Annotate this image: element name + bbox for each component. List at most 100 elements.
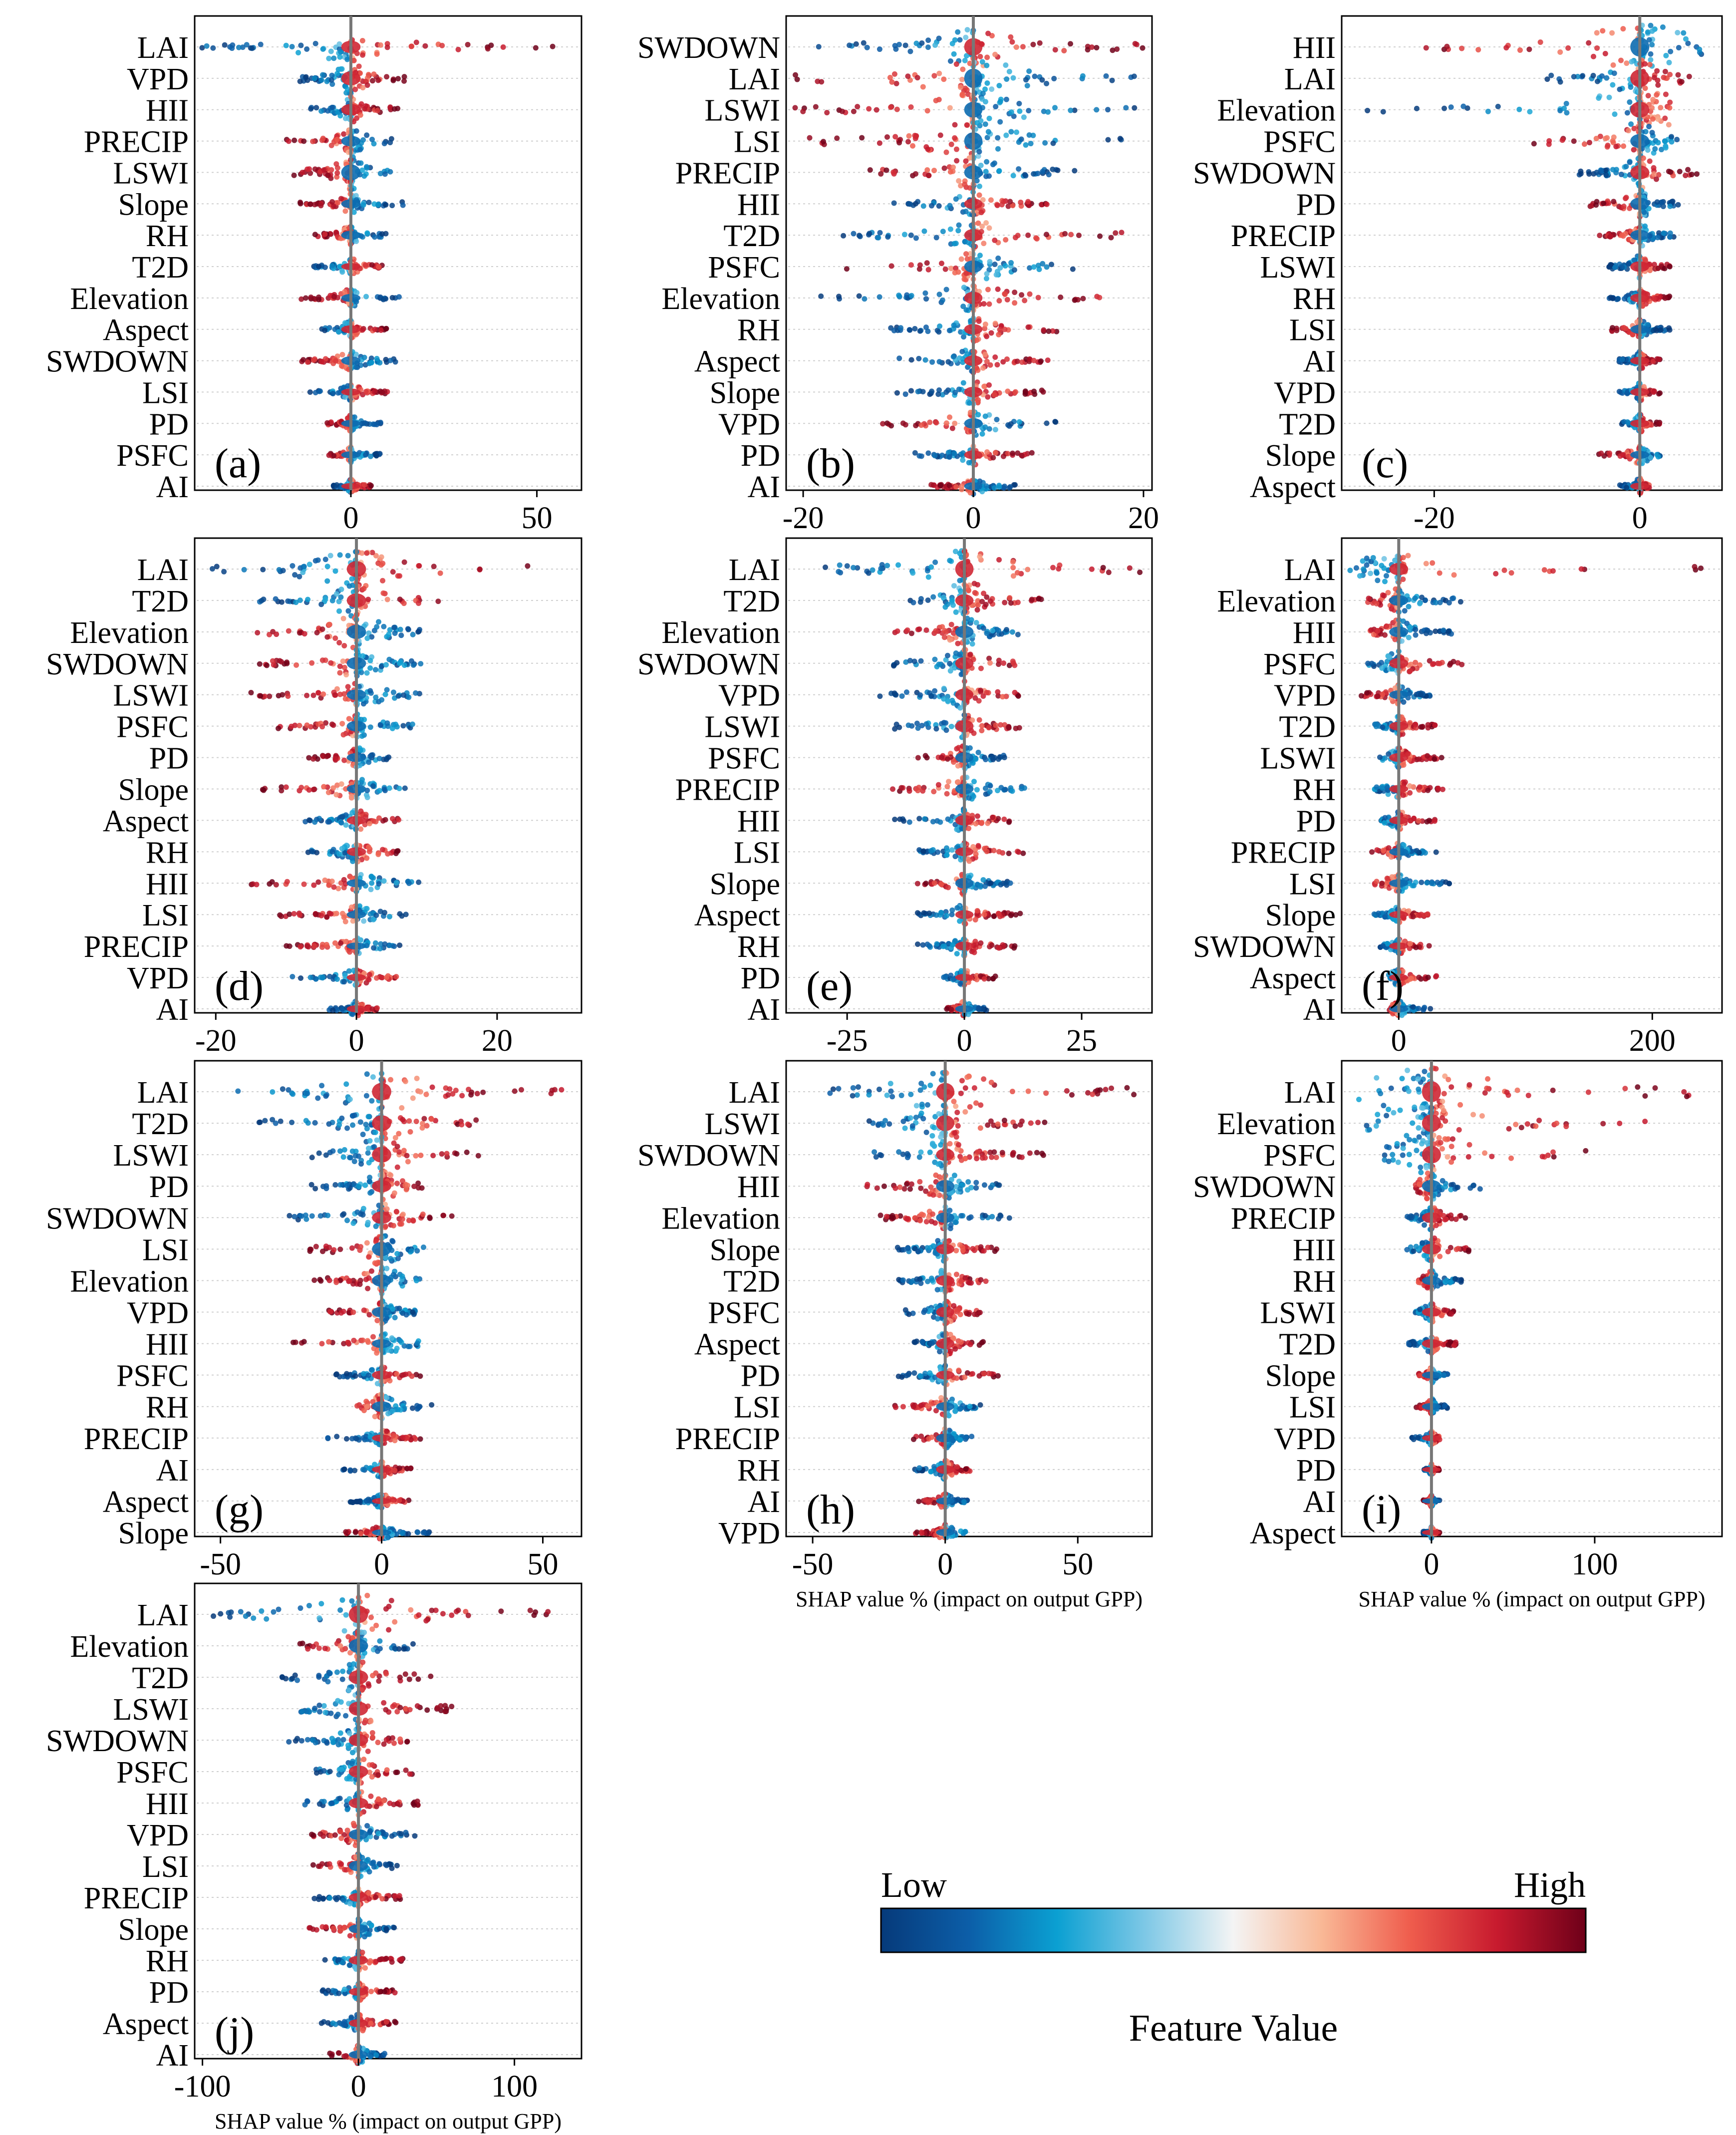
shap-point — [923, 296, 929, 302]
shap-point — [315, 879, 321, 885]
shap-point — [331, 203, 337, 209]
shap-point — [982, 351, 988, 357]
shap-point — [938, 261, 944, 267]
feature-swarm — [915, 743, 1007, 772]
shap-point — [1654, 199, 1660, 205]
shap-point — [357, 147, 363, 153]
shap-point — [1642, 61, 1648, 67]
shap-point — [866, 570, 871, 576]
shap-point — [1561, 105, 1567, 111]
shap-point — [254, 882, 260, 888]
shap-point — [380, 578, 386, 584]
shap-point — [477, 566, 483, 572]
shap-point — [896, 293, 902, 299]
shap-point — [1527, 109, 1533, 115]
x-tick-label: 0 — [349, 1024, 364, 1058]
shap-point — [980, 625, 986, 631]
shap-point — [942, 604, 948, 610]
shap-point — [325, 790, 331, 796]
feature-label: T2D — [1279, 407, 1336, 441]
shap-point — [947, 414, 953, 420]
feature-label: SWDOWN — [637, 31, 780, 65]
shap-point — [342, 115, 348, 121]
shap-point — [1628, 84, 1634, 90]
shap-point — [384, 720, 390, 726]
shap-point — [333, 358, 339, 364]
shap-point — [884, 563, 890, 569]
shap-point — [1600, 28, 1606, 34]
shap-point — [299, 169, 305, 175]
shap-point — [876, 140, 882, 146]
shap-point — [956, 386, 962, 392]
shap-point — [270, 658, 276, 664]
shap-point — [951, 450, 957, 456]
shap-point — [916, 355, 922, 361]
shap-point — [1667, 264, 1673, 270]
shap-point — [1662, 115, 1668, 121]
shap-point — [1668, 48, 1674, 54]
shap-point — [309, 849, 315, 855]
shap-point — [394, 724, 400, 730]
shap-point — [359, 167, 365, 173]
shap-point — [320, 135, 326, 141]
shap-point — [953, 146, 959, 152]
shap-point — [332, 692, 338, 698]
shap-point — [1495, 103, 1501, 109]
shap-point — [1015, 600, 1021, 606]
shap-point — [937, 323, 943, 329]
feature-label: AI — [156, 993, 189, 1027]
shap-point — [393, 973, 399, 979]
shap-point — [912, 171, 918, 177]
shap-point — [324, 420, 330, 426]
shap-point — [982, 99, 988, 105]
shap-point — [387, 169, 393, 175]
shap-point — [1038, 358, 1044, 364]
shap-point — [920, 389, 926, 395]
shap-point — [280, 568, 286, 574]
shap-point — [924, 167, 930, 173]
shap-point — [374, 975, 380, 981]
shap-point — [1666, 122, 1672, 128]
shap-point — [337, 691, 343, 697]
shap-point — [908, 262, 914, 268]
shap-point — [944, 756, 950, 762]
shap-point — [923, 627, 929, 633]
shap-point — [386, 942, 392, 948]
shap-point — [892, 134, 898, 140]
shap-point — [933, 628, 939, 634]
shap-point — [1016, 166, 1022, 172]
shap-point — [925, 597, 931, 603]
shap-point — [375, 852, 381, 858]
shap-point — [1003, 132, 1009, 138]
shap-point — [1080, 296, 1086, 302]
shap-point — [947, 169, 953, 175]
shap-point — [932, 42, 938, 48]
shap-point — [1020, 44, 1026, 50]
shap-point — [1006, 68, 1012, 74]
shap-point — [1000, 453, 1006, 459]
shap-point — [364, 794, 370, 800]
x-tick-label: 20 — [1128, 501, 1159, 535]
shap-point — [372, 667, 378, 673]
shap-point — [1008, 109, 1014, 115]
shap-point — [296, 574, 302, 580]
shap-point — [966, 460, 972, 466]
shap-point — [376, 815, 382, 821]
shap-point — [985, 129, 991, 135]
feature-label: LSI — [734, 125, 780, 159]
shap-point — [974, 120, 980, 126]
shap-point — [1010, 173, 1016, 179]
feature-label: T2D — [723, 219, 780, 253]
feature-label: T2D — [723, 585, 780, 618]
shap-point — [878, 566, 884, 572]
shap-point — [915, 389, 921, 395]
feature-swarm — [823, 548, 1143, 589]
shap-point — [285, 693, 291, 699]
shap-point — [1046, 328, 1052, 334]
shap-point — [1100, 565, 1106, 571]
shap-point — [359, 38, 365, 44]
shap-point — [324, 564, 330, 570]
shap-point — [273, 882, 279, 888]
shap-point — [1603, 172, 1609, 178]
shap-point — [949, 425, 955, 431]
